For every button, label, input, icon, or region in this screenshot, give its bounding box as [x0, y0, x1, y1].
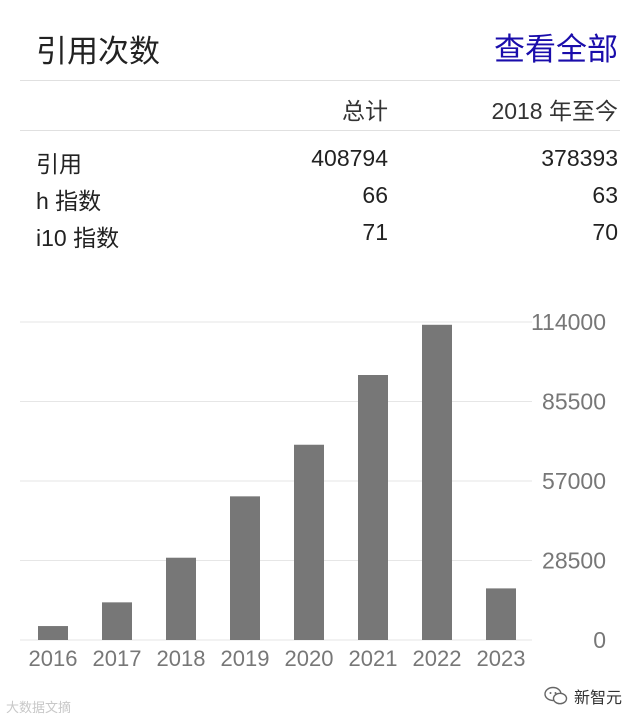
y-tick-label: 85500	[542, 389, 606, 415]
row-since: 70	[592, 219, 618, 245]
y-tick-label: 28500	[542, 548, 606, 574]
x-tick-label: 2018	[157, 646, 206, 671]
bar-2022[interactable]	[422, 324, 452, 640]
bar-2018[interactable]	[166, 557, 196, 640]
y-tick-label: 0	[593, 627, 606, 653]
bar-2021[interactable]	[358, 375, 388, 640]
row-total: 66	[362, 182, 388, 208]
section-title: 引用次数	[36, 34, 160, 69]
bar-2019[interactable]	[230, 496, 260, 640]
wechat-icon	[544, 686, 568, 705]
x-tick-label: 2016	[29, 646, 78, 671]
column-header-since: 2018 年至今	[491, 98, 618, 124]
column-header-total: 总计	[342, 98, 388, 124]
view-all-link[interactable]: 查看全部	[494, 32, 618, 67]
row-since: 63	[592, 182, 618, 208]
x-tick-label: 2017	[93, 646, 142, 671]
row-total: 408794	[311, 145, 388, 171]
x-tick-label: 2021	[349, 646, 398, 671]
citations-bar-chart: 0 28500 57000 85500 114000 2016 2017 2018 2019 20…	[20, 309, 606, 671]
bar-2023[interactable]	[486, 588, 516, 640]
bar-2016[interactable]	[38, 626, 68, 640]
x-tick-label: 2020	[285, 646, 334, 671]
row-label: h 指数	[36, 188, 102, 214]
stats-row-i10-index: i10 指数 71 70	[20, 213, 620, 251]
watermark-text: 大数据文摘	[6, 700, 72, 715]
citation-stats-table: 总计 2018 年至今 引用 408794 378393 h 指数 66 63 …	[20, 80, 620, 251]
row-label: i10 指数	[36, 225, 120, 251]
bar-2020[interactable]	[294, 444, 324, 640]
x-tick-label: 2022	[413, 646, 462, 671]
y-tick-label: 114000	[531, 309, 606, 335]
stats-row-h-index: h 指数 66 63	[20, 176, 620, 214]
stats-row-citations: 引用 408794 378393	[20, 139, 620, 177]
row-since: 378393	[541, 145, 618, 171]
brand-name: 新智元	[573, 690, 622, 707]
stats-header-row: 总计 2018 年至今	[20, 80, 620, 131]
y-tick-label: 57000	[542, 468, 606, 494]
header: 引用次数 查看全部	[20, 14, 620, 81]
brand-footer: 新智元	[544, 684, 622, 708]
x-tick-label: 2023	[477, 646, 526, 671]
bar-2017[interactable]	[102, 602, 132, 640]
row-total: 71	[362, 219, 388, 245]
x-tick-label: 2019	[221, 646, 270, 671]
row-label: 引用	[36, 151, 82, 177]
